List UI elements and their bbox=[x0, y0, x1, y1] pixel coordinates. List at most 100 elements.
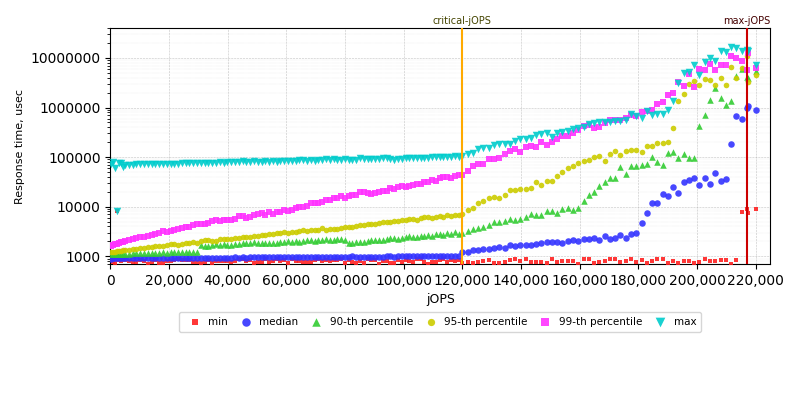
median bbox=[149, 255, 162, 261]
99-th percentile bbox=[232, 213, 245, 219]
min bbox=[422, 260, 434, 267]
95-th percentile bbox=[709, 81, 722, 88]
max bbox=[179, 160, 192, 166]
median bbox=[477, 246, 490, 252]
90-th percentile bbox=[142, 250, 154, 256]
95-th percentile bbox=[122, 246, 135, 253]
min bbox=[190, 259, 203, 265]
99-th percentile bbox=[122, 237, 135, 243]
min bbox=[735, 208, 748, 215]
min bbox=[498, 259, 511, 265]
min bbox=[434, 257, 446, 263]
max bbox=[109, 165, 122, 171]
min bbox=[130, 259, 143, 265]
median bbox=[297, 254, 310, 260]
median bbox=[142, 255, 154, 262]
median bbox=[482, 246, 495, 252]
max bbox=[350, 157, 362, 163]
90-th percentile bbox=[410, 234, 423, 240]
min bbox=[742, 210, 754, 216]
min bbox=[556, 258, 569, 264]
99-th percentile bbox=[278, 207, 290, 213]
99-th percentile bbox=[572, 127, 585, 133]
median bbox=[426, 253, 438, 259]
max bbox=[126, 161, 139, 168]
99-th percentile bbox=[334, 193, 347, 200]
99-th percentile bbox=[466, 163, 479, 170]
median bbox=[577, 235, 590, 242]
min bbox=[122, 258, 135, 264]
median bbox=[262, 254, 275, 260]
median bbox=[350, 254, 362, 260]
99-th percentile bbox=[566, 130, 579, 136]
95-th percentile bbox=[113, 248, 126, 254]
min bbox=[282, 260, 294, 266]
max bbox=[334, 157, 347, 163]
median bbox=[244, 254, 257, 260]
min bbox=[236, 256, 249, 262]
95-th percentile bbox=[134, 245, 146, 251]
max bbox=[434, 154, 446, 160]
median bbox=[519, 242, 532, 248]
99-th percentile bbox=[384, 185, 397, 192]
90-th percentile bbox=[472, 225, 485, 232]
90-th percentile bbox=[312, 237, 325, 243]
99-th percentile bbox=[214, 217, 226, 224]
90-th percentile bbox=[666, 149, 679, 156]
median bbox=[503, 242, 516, 248]
min bbox=[750, 206, 762, 212]
99-th percentile bbox=[290, 205, 302, 212]
min bbox=[198, 259, 211, 265]
99-th percentile bbox=[118, 238, 131, 244]
95-th percentile bbox=[274, 230, 287, 236]
99-th percentile bbox=[331, 195, 344, 202]
median bbox=[603, 236, 616, 242]
max bbox=[262, 159, 275, 165]
95-th percentile bbox=[437, 214, 450, 220]
90-th percentile bbox=[183, 248, 196, 255]
median bbox=[719, 176, 732, 182]
90-th percentile bbox=[278, 239, 290, 245]
min bbox=[229, 258, 242, 265]
90-th percentile bbox=[672, 155, 685, 161]
min bbox=[678, 258, 690, 264]
max bbox=[247, 158, 260, 165]
median bbox=[530, 241, 542, 247]
min bbox=[304, 258, 317, 265]
90-th percentile bbox=[179, 248, 192, 255]
95-th percentile bbox=[187, 239, 200, 245]
90-th percentile bbox=[678, 150, 690, 157]
95-th percentile bbox=[338, 224, 351, 230]
max bbox=[113, 160, 126, 166]
max bbox=[251, 158, 264, 165]
max bbox=[232, 159, 245, 166]
max bbox=[742, 48, 754, 54]
median bbox=[304, 254, 317, 260]
90-th percentile bbox=[319, 236, 332, 242]
median bbox=[358, 253, 370, 260]
min bbox=[218, 258, 230, 264]
99-th percentile bbox=[236, 213, 249, 219]
95-th percentile bbox=[406, 216, 419, 222]
median bbox=[546, 239, 558, 246]
max bbox=[117, 164, 130, 170]
min bbox=[399, 257, 412, 263]
min bbox=[403, 258, 416, 264]
max bbox=[190, 160, 203, 166]
90-th percentile bbox=[403, 233, 416, 239]
max bbox=[304, 157, 317, 163]
min bbox=[365, 257, 378, 264]
90-th percentile bbox=[323, 236, 336, 243]
90-th percentile bbox=[105, 251, 118, 257]
min bbox=[187, 259, 200, 265]
median bbox=[179, 255, 192, 261]
median bbox=[114, 255, 127, 262]
min bbox=[153, 260, 166, 266]
median bbox=[466, 247, 479, 254]
95-th percentile bbox=[179, 240, 192, 246]
max bbox=[572, 125, 585, 132]
max bbox=[530, 132, 542, 138]
99-th percentile bbox=[266, 211, 279, 217]
90-th percentile bbox=[725, 98, 738, 104]
max bbox=[487, 142, 500, 148]
